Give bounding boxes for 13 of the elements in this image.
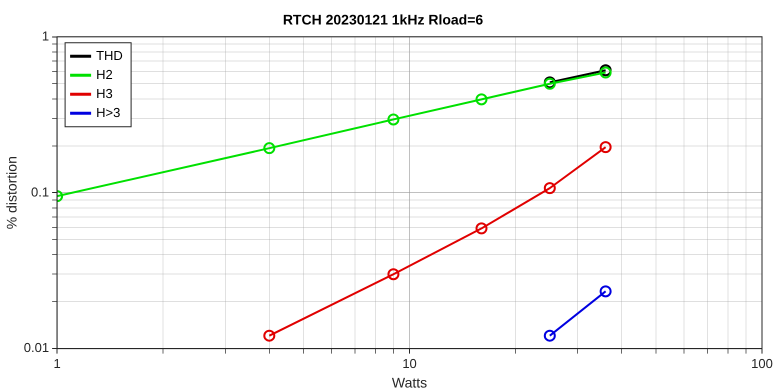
x-tick-label: 1: [53, 356, 61, 371]
x-axis-title: Watts: [392, 374, 428, 390]
x-tick-label: 10: [402, 356, 417, 371]
legend-label: THD: [96, 48, 123, 63]
y-axis-title: % distortion: [3, 156, 20, 230]
legend-label: H>3: [96, 104, 120, 120]
y-tick-label: 0.01: [24, 340, 50, 356]
y-tick-label: 0.1: [31, 184, 50, 200]
x-tick-label: 100: [751, 356, 773, 371]
legend-label: H3: [96, 86, 113, 101]
legend-label: H2: [96, 66, 113, 82]
y-tick-label: 1: [42, 28, 50, 44]
chart-title: RTCH 20230121 1kHz Rload=6: [282, 11, 484, 28]
